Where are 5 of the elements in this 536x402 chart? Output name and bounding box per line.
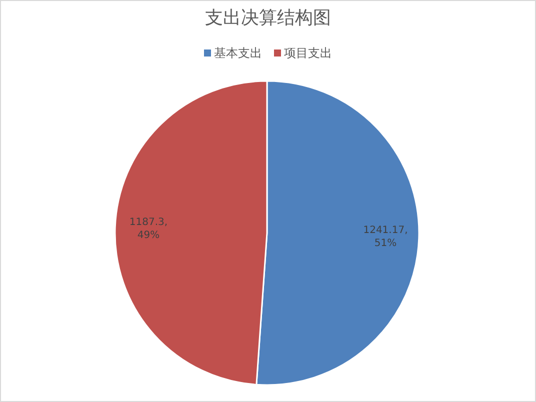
legend-label: 项目支出 — [284, 46, 332, 60]
data-label: 1241.17, 51% — [363, 225, 408, 250]
data-label: 1187.3, 49% — [129, 216, 168, 241]
title: 支出决算结构图 — [205, 8, 331, 28]
legend-label: 基本支出 — [214, 46, 262, 60]
